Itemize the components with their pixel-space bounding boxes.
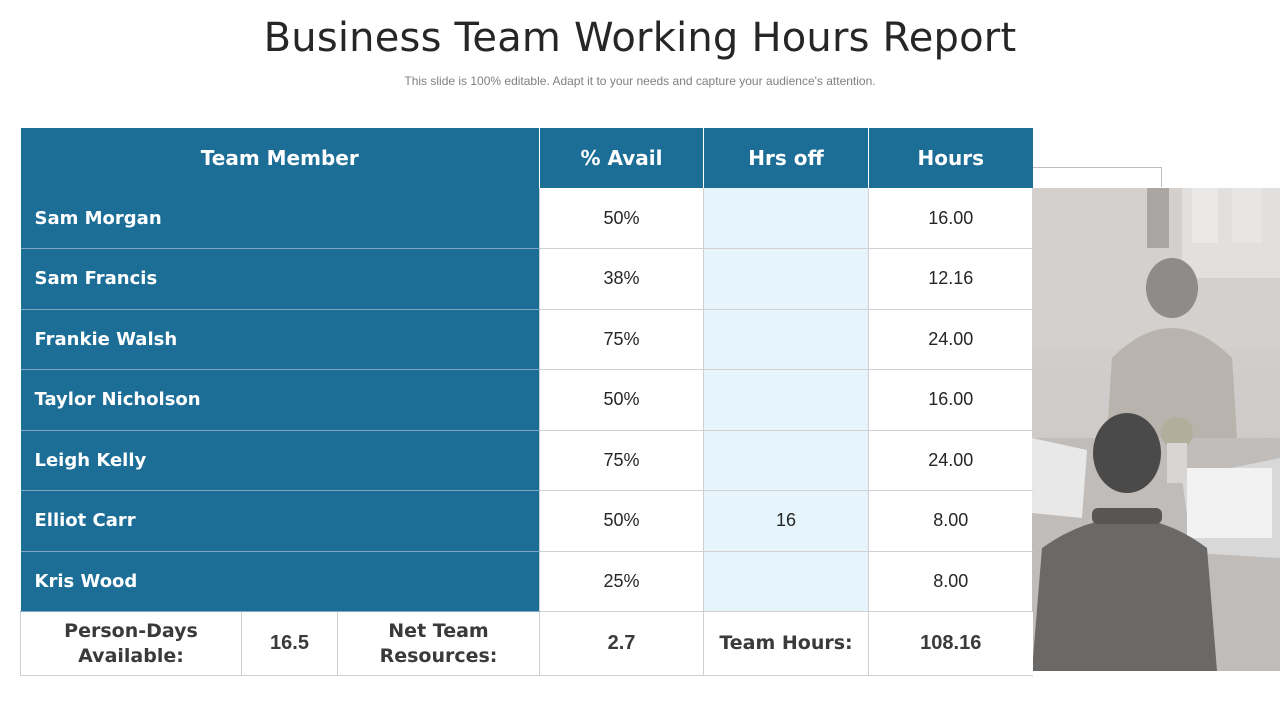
- table-header-row: Team Member % Avail Hrs off Hours: [20, 128, 1033, 188]
- hrs-off-cell: [703, 248, 870, 310]
- table-row: Sam Francis 38% 12.16: [20, 248, 1033, 310]
- photo-frame-line: [1032, 167, 1162, 187]
- hours-cell: 12.16: [868, 248, 1033, 310]
- hrs-off-cell: [703, 369, 870, 431]
- team-hours-value: 108.16: [868, 611, 1033, 676]
- hrs-off-cell: [703, 551, 870, 612]
- office-people-photo: [1032, 188, 1280, 671]
- net-team-resources-value: 2.7: [539, 611, 705, 676]
- table-row: Leigh Kelly 75% 24.00: [20, 430, 1033, 491]
- column-header-hours: Hours: [868, 128, 1033, 188]
- hours-cell: 24.00: [868, 430, 1033, 491]
- hours-cell: 8.00: [868, 551, 1033, 612]
- avail-cell: 75%: [539, 430, 705, 491]
- avail-cell: 38%: [539, 248, 705, 310]
- avail-cell: 50%: [539, 490, 705, 552]
- team-member-name: Leigh Kelly: [20, 430, 541, 491]
- column-header-hrs-off: Hrs off: [703, 128, 870, 188]
- hours-cell: 16.00: [868, 188, 1033, 249]
- avail-cell: 25%: [539, 551, 705, 612]
- hours-cell: 8.00: [868, 490, 1033, 552]
- table-row: Elliot Carr 50% 16 8.00: [20, 490, 1033, 552]
- hours-cell: 16.00: [868, 369, 1033, 431]
- hrs-off-cell: 16: [703, 490, 870, 552]
- column-header-team-member: Team Member: [20, 128, 541, 188]
- hours-cell: 24.00: [868, 309, 1033, 370]
- page-title: Business Team Working Hours Report: [263, 15, 1017, 61]
- person-days-label: Person-Days Available:: [20, 611, 242, 676]
- avail-cell: 50%: [539, 369, 705, 431]
- avail-cell: 75%: [539, 309, 705, 370]
- person-days-value: 16.5: [241, 611, 338, 676]
- table-row: Kris Wood 25% 8.00: [20, 551, 1033, 612]
- team-hours-label: Team Hours:: [703, 611, 870, 676]
- team-member-name: Kris Wood: [20, 551, 541, 612]
- avail-cell: 50%: [539, 188, 705, 249]
- page-subtitle: This slide is 100% editable. Adapt it to…: [404, 74, 876, 88]
- net-team-resources-label: Net Team Resources:: [337, 611, 541, 676]
- team-member-name: Sam Morgan: [20, 188, 541, 249]
- working-hours-table: Team Member % Avail Hrs off Hours Sam Mo…: [20, 128, 1033, 676]
- team-member-name: Frankie Walsh: [20, 309, 541, 370]
- table-row: Sam Morgan 50% 16.00: [20, 188, 1033, 249]
- hrs-off-cell: [703, 430, 870, 491]
- table-row: Taylor Nicholson 50% 16.00: [20, 369, 1033, 431]
- team-member-name: Taylor Nicholson: [20, 369, 541, 431]
- hrs-off-cell: [703, 309, 870, 370]
- table-row: Frankie Walsh 75% 24.00: [20, 309, 1033, 370]
- column-header-avail: % Avail: [539, 128, 705, 188]
- team-member-name: Elliot Carr: [20, 490, 541, 552]
- table-summary-row: Person-Days Available: 16.5 Net Team Res…: [20, 611, 1033, 676]
- team-member-name: Sam Francis: [20, 248, 541, 310]
- hrs-off-cell: [703, 188, 870, 249]
